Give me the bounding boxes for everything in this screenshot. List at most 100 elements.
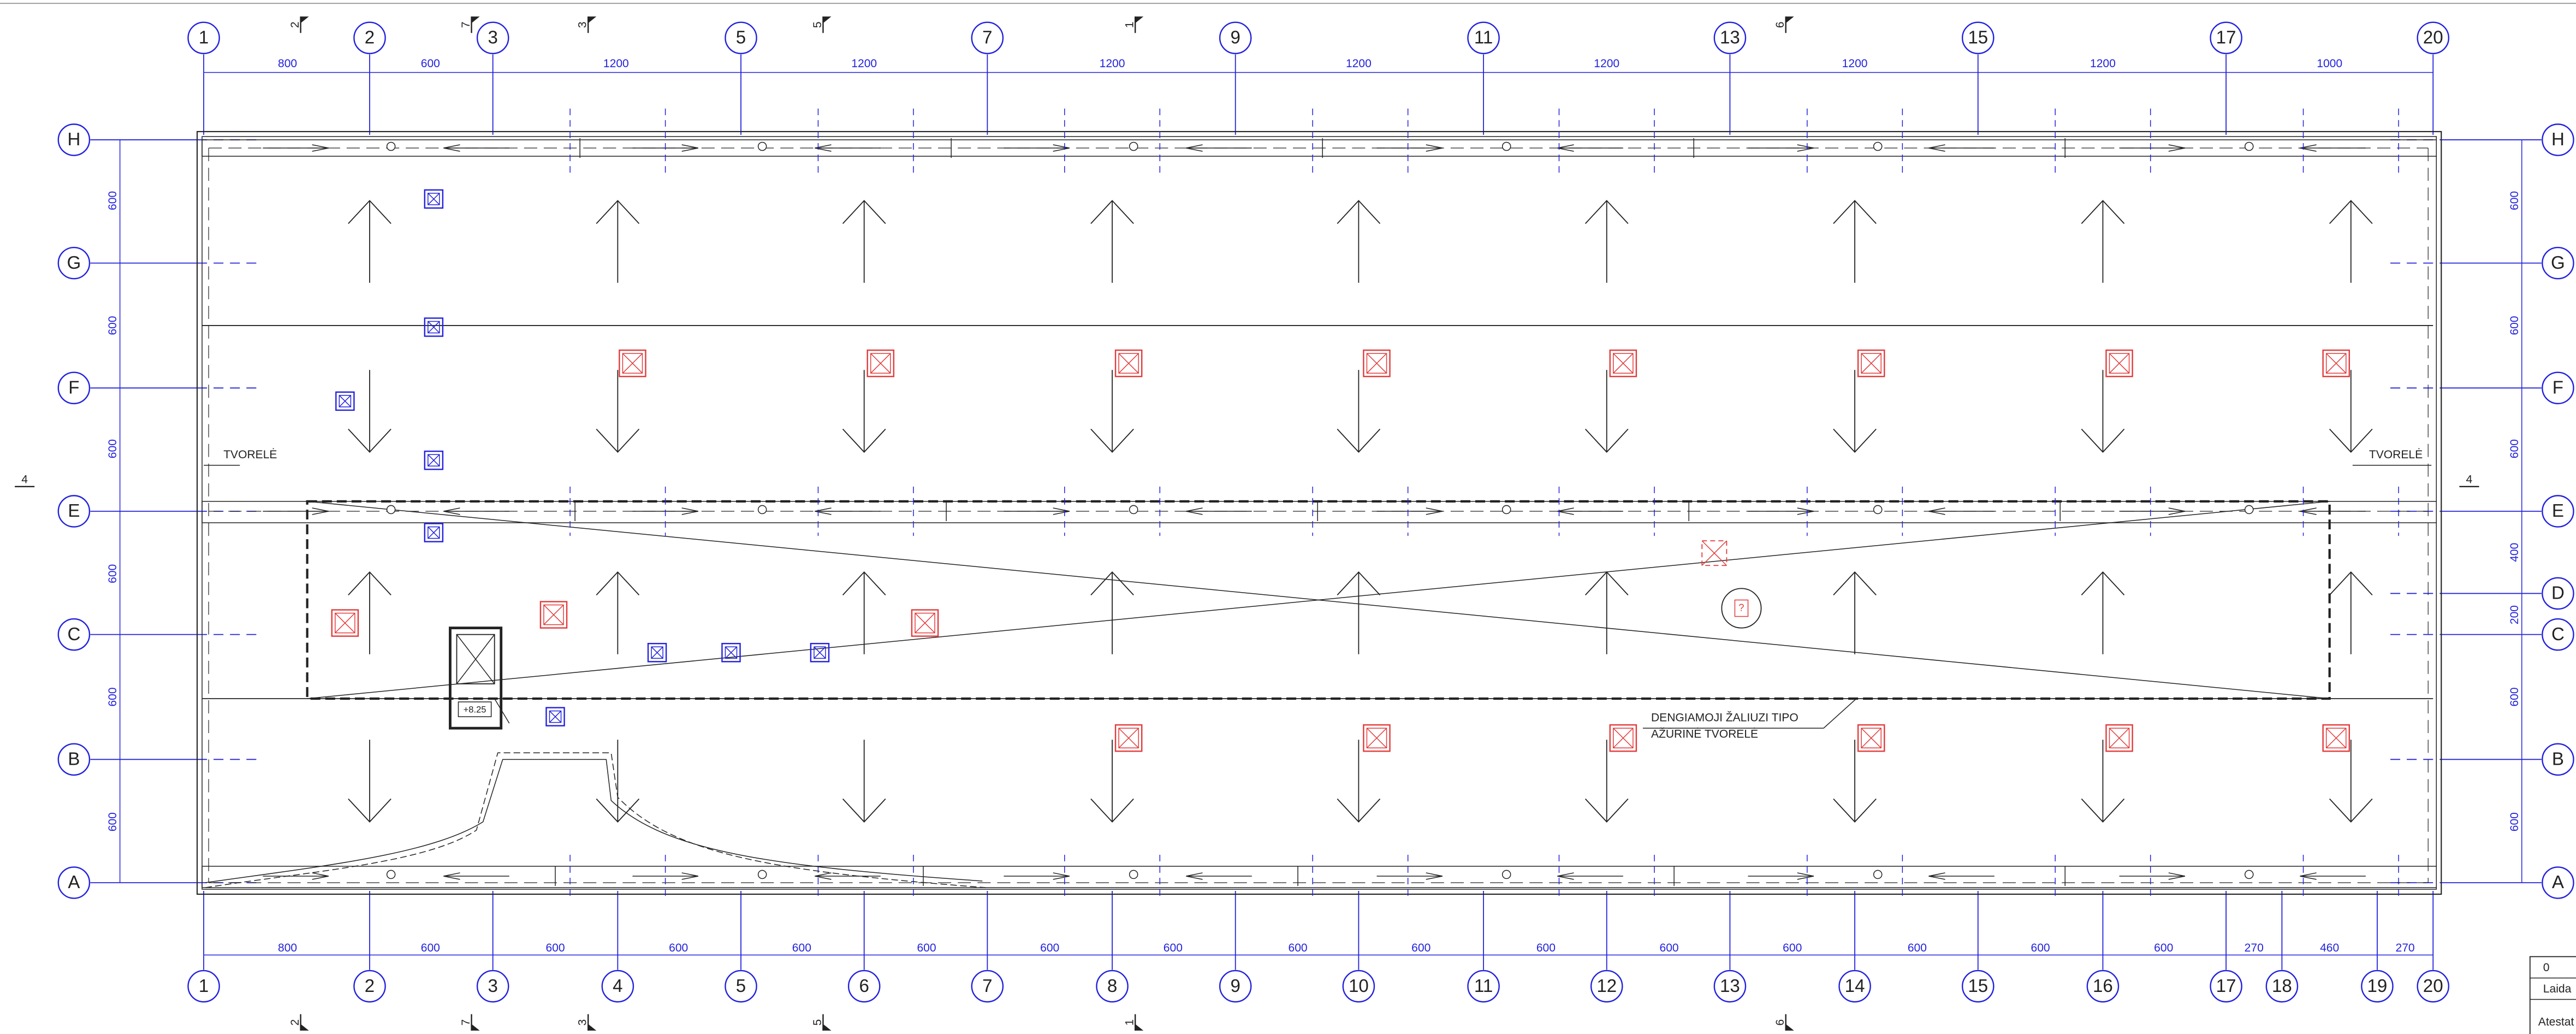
grid-label: 9 xyxy=(1231,28,1240,48)
flow-arrow xyxy=(1053,872,1070,880)
slope-arrow xyxy=(1090,199,1134,224)
dimension-label: 600 xyxy=(2508,812,2521,831)
section-mark xyxy=(471,16,480,23)
roof-fan xyxy=(335,612,355,634)
dimension-label: 800 xyxy=(278,57,297,70)
section-label: 7 xyxy=(460,1019,472,1026)
flow-arrow xyxy=(1557,507,1574,515)
section-mark xyxy=(471,1024,480,1031)
dimension-label: 600 xyxy=(421,942,440,954)
roof-fan xyxy=(1609,349,1637,377)
section-label: 1 xyxy=(1124,1019,1136,1026)
dimension-label: 600 xyxy=(1288,942,1307,954)
dimension-label: 1200 xyxy=(1346,57,1372,70)
flow-arrow xyxy=(1797,144,1814,152)
slope-arrow xyxy=(1090,571,1134,596)
roof-fan xyxy=(1609,724,1637,752)
roof-fan xyxy=(2105,349,2133,377)
grid-label: 15 xyxy=(1968,28,1988,48)
grid-bubble xyxy=(1961,970,1995,1003)
slope-arrow xyxy=(2329,798,2373,823)
slope-arrow xyxy=(2081,798,2125,823)
dimension-label: 400 xyxy=(2508,543,2521,562)
drain xyxy=(1501,505,1511,515)
flow-arrow xyxy=(443,144,460,152)
roof-fan xyxy=(331,609,359,637)
grid-label: 14 xyxy=(1845,976,1865,996)
roof-fan xyxy=(543,604,564,625)
grid-bubble xyxy=(2542,246,2574,280)
roof-vent xyxy=(647,642,667,663)
slope-arrow xyxy=(2329,199,2373,224)
flow-arrow xyxy=(1186,144,1203,152)
grid-bubble xyxy=(2417,21,2450,55)
grid-label: D xyxy=(2551,583,2565,604)
roof-fan xyxy=(866,349,895,377)
grid-label: F xyxy=(2553,378,2563,398)
grid-bubble xyxy=(57,123,91,156)
drain xyxy=(386,141,396,151)
grid-bubble xyxy=(2542,495,2574,528)
slope-arrow xyxy=(1833,428,1877,453)
roof-fan xyxy=(2325,353,2347,374)
dimension-label: 600 xyxy=(1040,942,1059,954)
grid-label: E xyxy=(68,501,80,521)
grid-label: 8 xyxy=(1107,976,1117,996)
flow-arrow xyxy=(815,507,832,515)
roof-vent xyxy=(424,523,444,542)
roof-fan xyxy=(870,353,891,374)
slope-arrow xyxy=(596,798,640,823)
slope-arrow xyxy=(2329,571,2373,596)
dimension-label: 600 xyxy=(1164,942,1183,954)
dimension-label: 600 xyxy=(106,191,119,210)
grid-label: 7 xyxy=(982,28,992,48)
roof-fan xyxy=(2105,724,2133,752)
roof-fan xyxy=(622,353,643,374)
level-label: +8.25 xyxy=(464,704,486,714)
dimension-label: 1200 xyxy=(1100,57,1125,70)
roof-fan xyxy=(1114,724,1143,752)
roof-fan xyxy=(1613,353,1634,374)
drain xyxy=(386,505,396,515)
dimension-label: 600 xyxy=(106,439,119,458)
roof-fan xyxy=(915,612,935,634)
dimension-label: 600 xyxy=(2508,687,2521,706)
unknown-device xyxy=(1734,599,1749,617)
slope-arrow xyxy=(1584,199,1629,224)
grid-label: 3 xyxy=(488,976,497,996)
grid-label: 17 xyxy=(2216,28,2236,48)
flow-arrow xyxy=(1797,507,1814,515)
grid-bubble xyxy=(2542,866,2574,899)
section-label: 2 xyxy=(289,1019,301,1026)
dimension-label: 600 xyxy=(1411,942,1431,954)
grid-label: E xyxy=(2552,501,2564,521)
note: DENGIAMOJI ŽALIUZI TIPO xyxy=(1651,712,1799,724)
flow-arrow xyxy=(312,507,329,515)
roof-strip xyxy=(201,866,2437,888)
grid-label: H xyxy=(2551,129,2565,150)
roof-fan xyxy=(1857,349,1885,377)
grid-bubble xyxy=(1467,970,1500,1003)
grid-bubble xyxy=(725,21,757,55)
dimension-label: 600 xyxy=(545,942,565,954)
flow-arrow xyxy=(2168,507,2186,515)
grid-bubble xyxy=(57,246,91,280)
grid-label: G xyxy=(67,253,81,273)
drain xyxy=(1129,141,1138,151)
section-label: 7 xyxy=(460,21,472,28)
roof-fan xyxy=(1118,353,1139,374)
flow-arrow xyxy=(681,144,698,152)
dimension-label: 600 xyxy=(1660,942,1679,954)
slope-arrow xyxy=(1337,199,1381,224)
grid-label: 15 xyxy=(1968,976,1988,996)
roof-vent xyxy=(549,710,562,723)
roof-fan xyxy=(622,353,643,374)
roof-fan xyxy=(1366,728,1387,749)
drain xyxy=(2244,505,2254,515)
roof-hatch xyxy=(449,627,503,730)
roof-vent xyxy=(424,189,444,209)
grid-label: 4 xyxy=(613,976,622,996)
flow-arrow xyxy=(312,144,329,152)
dimension-label: 600 xyxy=(1536,942,1556,954)
